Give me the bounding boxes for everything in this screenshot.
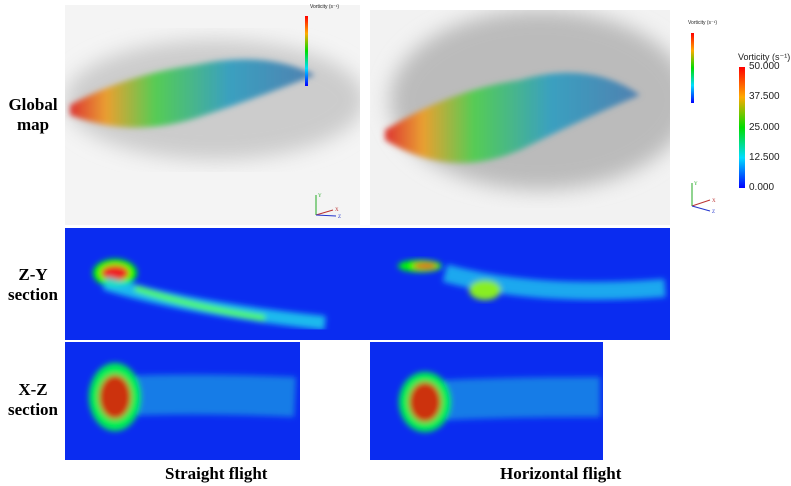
caption-horizontal-flight: Horizontal flight: [500, 464, 622, 483]
label-line: Global: [8, 95, 58, 114]
legend-tick: 25.000: [749, 122, 780, 133]
global-map-horizontal: [370, 10, 670, 225]
label-line: X-Z: [18, 380, 48, 399]
legend-title: Vorticity (s⁻¹): [310, 4, 340, 10]
legend-tick: 37.500: [749, 91, 780, 102]
axis-z-label: Z: [712, 210, 715, 215]
label-line: Z-Y: [18, 265, 48, 284]
caption-straight-flight: Straight flight: [165, 464, 268, 483]
row-label-xz-section: X-Z section: [2, 380, 64, 420]
axis-z-label: Z: [338, 215, 341, 220]
colorbar: [305, 16, 308, 86]
label-line: section: [7, 400, 59, 419]
legend-tick: 0.000: [749, 182, 775, 193]
colorbar: [739, 67, 745, 188]
small-legend-right: Vorticity (s⁻¹): [688, 20, 738, 110]
xz-section-straight: [65, 342, 300, 460]
label-line: map: [16, 115, 50, 134]
small-legend-left: Vorticity (s⁻¹): [300, 4, 360, 94]
zy-section-straight: [65, 228, 335, 340]
axis-triad-left: Y X Z: [315, 194, 341, 220]
vorticity-legend: Vorticity (s⁻¹) 50.000 37.500 25.000 12.…: [732, 52, 791, 202]
axis-y-label: Y: [694, 182, 698, 187]
row-label-zy-section: Z-Y section: [2, 265, 64, 305]
axis-y-label: Y: [318, 194, 322, 199]
colorbar: [691, 33, 694, 103]
legend-title: Vorticity (s⁻¹): [688, 20, 718, 26]
legend-tick: 12.500: [749, 152, 780, 163]
xz-section-horizontal: [370, 342, 603, 460]
label-line: section: [7, 285, 59, 304]
row-label-global-map: Global map: [2, 95, 64, 135]
legend-tick: 50.000: [749, 61, 780, 72]
legend-title: Vorticity (s⁻¹): [738, 52, 791, 62]
axis-triad-right: Y X Z: [691, 182, 716, 215]
global-map-straight: [65, 5, 360, 225]
axis-x-label: X: [335, 208, 339, 213]
axis-x-label: X: [712, 199, 716, 204]
zy-section-horizontal: [335, 228, 670, 340]
